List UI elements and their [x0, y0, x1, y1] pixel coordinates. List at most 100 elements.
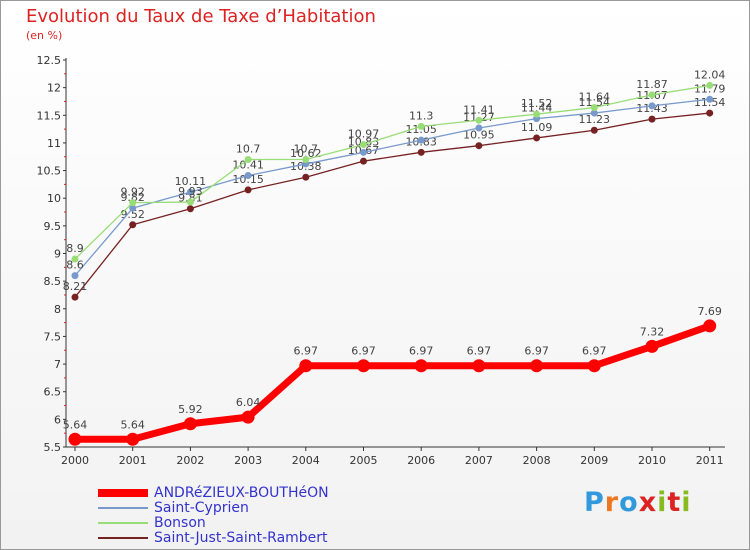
data-point [645, 339, 659, 353]
data-point [706, 95, 714, 103]
data-label: 9.82 [120, 191, 145, 204]
data-point [475, 142, 483, 150]
data-label: 10.97 [348, 128, 380, 141]
data-label: 11.3 [409, 109, 434, 122]
legend-swatch-andrezieux [98, 489, 148, 497]
data-label: 6.97 [467, 345, 492, 358]
data-label: 9.52 [120, 208, 145, 221]
data-point [126, 432, 140, 446]
data-point [590, 104, 598, 112]
data-label: 8.21 [63, 280, 88, 293]
legend-item-bonson: Bonson [98, 515, 206, 531]
logo-letter: t [667, 487, 682, 518]
logo-letter: r [604, 487, 620, 518]
data-label: 7.32 [640, 325, 665, 338]
legend-swatch-saint-cyprien [98, 507, 148, 509]
data-point [533, 110, 541, 118]
y-tick-label: 7.5 [44, 330, 62, 343]
x-tick-label: 2004 [292, 454, 320, 467]
data-label: 11.09 [521, 121, 553, 134]
data-point [299, 359, 313, 373]
y-tick-label: 8 [54, 303, 61, 316]
data-point [360, 141, 367, 149]
x-tick-label: 2009 [580, 454, 608, 467]
y-tick-label: 6 [54, 413, 61, 426]
y-tick-label: 11 [47, 137, 61, 150]
data-point [475, 124, 483, 132]
x-tick-label: 2006 [407, 454, 435, 467]
data-label: 6.97 [294, 345, 319, 358]
data-point [244, 156, 252, 164]
data-point [186, 188, 194, 196]
series-line-0 [75, 322, 711, 443]
data-label: 11.41 [463, 103, 495, 116]
data-point [129, 204, 137, 212]
data-label: 9.93 [178, 185, 203, 198]
logo-letter: o [619, 487, 639, 518]
data-point [68, 432, 82, 446]
data-label: 5.92 [178, 403, 203, 416]
logo-letter: i [657, 487, 668, 518]
data-point [244, 172, 252, 180]
data-label: 10.11 [175, 175, 207, 188]
series-line-3 [74, 112, 710, 298]
y-tick-label: 9.5 [44, 220, 62, 233]
data-label: 10.41 [232, 159, 264, 172]
data-label: 8.9 [66, 242, 84, 255]
data-point [706, 81, 714, 89]
data-point [183, 417, 197, 431]
y-tick-label: 10 [47, 192, 61, 205]
legend-label-saint-cyprien: Saint-Cyprien [154, 500, 249, 516]
legend-label-bonson: Bonson [154, 515, 206, 531]
data-label: 7.69 [697, 305, 722, 318]
y-tick-label: 12 [47, 82, 61, 95]
data-point [703, 319, 717, 333]
data-label: 5.64 [120, 418, 145, 431]
data-point [417, 148, 425, 156]
legend-item-saint-cyprien: Saint-Cyprien [98, 500, 249, 516]
data-point [71, 255, 79, 263]
data-point [648, 91, 656, 99]
y-tick-label: 12.5 [37, 54, 62, 67]
data-point [533, 134, 541, 142]
series-line-1 [74, 98, 710, 277]
data-label: 6.04 [236, 396, 261, 409]
data-point [302, 173, 310, 181]
x-tick-label: 2010 [638, 454, 666, 467]
data-point [129, 199, 137, 207]
data-label: 9.81 [178, 192, 203, 205]
data-point [590, 109, 598, 117]
data-point [587, 359, 601, 373]
y-tick-label: 10.5 [37, 165, 62, 178]
data-point [530, 359, 544, 373]
data-label: 9.92 [120, 186, 145, 199]
data-label: 10.95 [463, 129, 495, 142]
data-point [302, 156, 310, 164]
legend-swatch-bonson [98, 522, 148, 524]
legend-item-saint-just: Saint-Just-Saint-Rambert [98, 530, 328, 546]
data-point [244, 186, 252, 194]
data-point [129, 221, 137, 229]
data-label: 11.52 [521, 97, 553, 110]
legend-label-saint-just: Saint-Just-Saint-Rambert [154, 530, 328, 546]
chart-title: Evolution du Taux de Taxe d’Habitation [26, 6, 376, 27]
y-tick-label: 5.5 [44, 441, 62, 454]
logo-letter: P [584, 487, 605, 518]
data-point [417, 136, 425, 144]
x-tick-label: 2002 [176, 454, 204, 467]
x-tick-label: 2011 [696, 454, 724, 467]
x-tick-label: 2008 [523, 454, 551, 467]
data-point [71, 293, 79, 301]
unit-label: (en %) [26, 29, 63, 42]
data-point [414, 359, 428, 373]
data-point [357, 359, 370, 373]
data-point [472, 359, 486, 373]
y-tick-label: 7 [54, 358, 61, 371]
data-label: 10.7 [236, 143, 261, 156]
data-point [648, 102, 656, 110]
data-label: 10.62 [290, 147, 322, 160]
data-point [360, 157, 367, 165]
data-point [706, 109, 714, 117]
